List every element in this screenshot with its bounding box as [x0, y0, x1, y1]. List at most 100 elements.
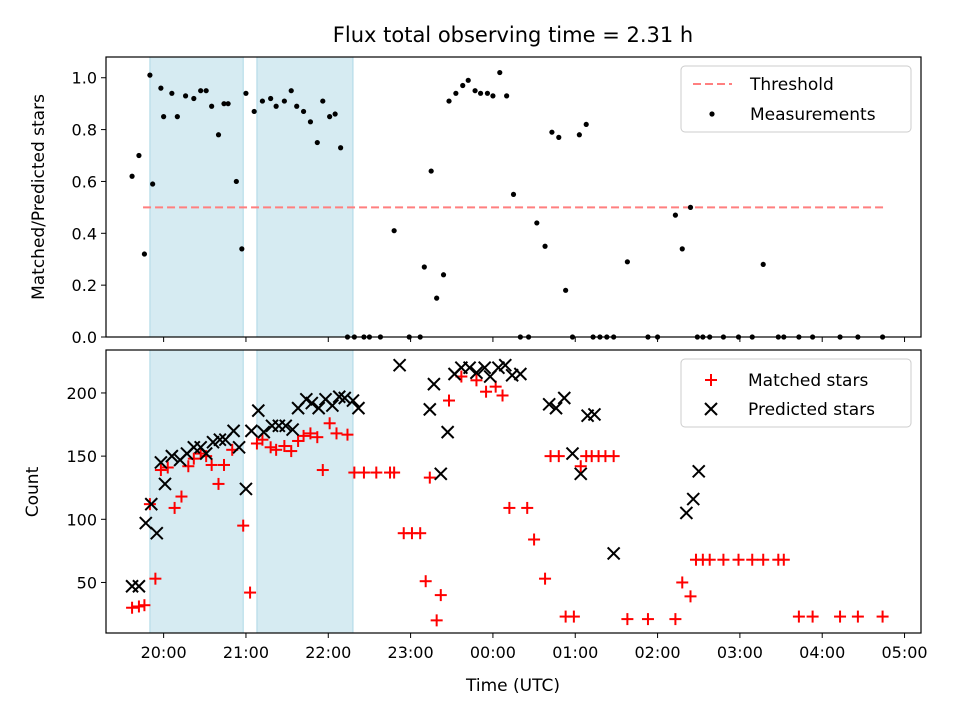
x-tick-label: 00:00: [470, 643, 516, 662]
predicted-star-point: [549, 401, 563, 415]
bottom-panel: 50 100 150 200 20:00 21:00 22:00 23:00 00:00 01:…: [23, 349, 928, 696]
predicted-star-point: [285, 422, 300, 437]
matched-star-point: [876, 610, 889, 623]
predicted-star-d2: [144, 497, 158, 511]
matched-star-point: [834, 610, 847, 623]
x-tick-label: 05:00: [881, 643, 927, 662]
measurement-point: [563, 287, 569, 293]
matched-star-point: [244, 586, 257, 599]
top-axes-frame: [105, 56, 922, 338]
predicted-star-d2: [587, 407, 602, 422]
matched-star-point: [132, 600, 145, 613]
matched-star-point: [297, 429, 310, 442]
predicted-star-point: [199, 446, 213, 461]
measurement-point: [294, 103, 300, 109]
measurement-point: [273, 103, 279, 109]
matched-star-point: [237, 519, 250, 532]
measurement-point: [504, 93, 510, 99]
predicted-star-point: [392, 358, 407, 372]
predicted-star-d2: [692, 464, 706, 478]
predicted-star-d2: [542, 397, 556, 412]
measurement-point: [150, 181, 156, 187]
y-tick-label: 1.0: [72, 69, 97, 88]
measurement-point: [169, 90, 175, 96]
measurement-point: [760, 261, 766, 268]
predicted-star-point: [144, 497, 158, 511]
y-tick-label: 50: [77, 573, 97, 592]
matched-star-point: [370, 466, 383, 479]
matched-star-point: [154, 464, 167, 477]
predicted-star-d2: [311, 401, 326, 415]
predicted-star-point: [477, 360, 492, 375]
measurement-point: [307, 119, 314, 125]
measurement-point: [251, 108, 257, 115]
measurement-point: [446, 98, 452, 104]
predicted-star-point: [434, 467, 448, 481]
measurement-point: [679, 246, 685, 252]
measurement-point: [542, 243, 548, 249]
top-panel: 0.0 0.2 0.4 0.6 0.8 1.0 Matched/Predicted sta…: [29, 56, 922, 347]
measurement-point: [583, 121, 589, 128]
predicted-star-d2: [574, 467, 588, 481]
y-tick-label: 200: [66, 384, 97, 403]
predicted-star-d2: [477, 360, 492, 375]
predicted-star-point: [351, 401, 366, 415]
predicted-star-point: [279, 419, 293, 433]
matched-star-point: [574, 460, 587, 473]
measurement-point: [549, 129, 555, 135]
measurement-point: [624, 259, 630, 265]
measurement-point: [332, 111, 338, 117]
y-tick-label: 0.8: [72, 121, 97, 140]
matched-star-point: [323, 417, 336, 430]
predicted-star-point: [469, 366, 484, 380]
predicted-star-point: [498, 358, 512, 372]
matched-star-point: [430, 614, 443, 627]
matched-star-point: [126, 601, 139, 614]
y-tick-label: 100: [66, 510, 97, 529]
predicted-star-d2: [557, 391, 571, 405]
measurement-point: [141, 251, 148, 257]
predicted-star-d2: [305, 396, 319, 410]
matched-star-point: [217, 458, 230, 471]
measurement-point: [460, 82, 466, 89]
predicted-star-point: [154, 455, 168, 470]
matched-star-point: [311, 431, 324, 444]
matched-star-point: [669, 613, 682, 626]
matched-star-point: [423, 471, 436, 484]
measurement-point: [243, 90, 249, 96]
matched-star-point: [316, 464, 329, 477]
bottom-y-ticks: 50 100 150 200: [66, 384, 106, 592]
measurement-point: [191, 95, 197, 102]
measurement-point: [465, 77, 471, 83]
matched-star-point: [304, 427, 317, 440]
predicted-star-point: [679, 506, 694, 520]
predicted-star-d2: [239, 482, 253, 496]
predicted-star-point: [150, 526, 164, 540]
matched-star-point: [182, 460, 195, 473]
predicted-star-d2: [469, 366, 484, 380]
matched-star-point: [851, 610, 864, 623]
x-tick-label: 20:00: [141, 643, 187, 662]
matched-star-point: [419, 575, 432, 588]
predicted-star-d2: [351, 401, 366, 415]
top-legend-box: [680, 65, 912, 133]
predicted-star-point: [692, 464, 706, 478]
matched-star-point: [138, 599, 151, 612]
chart-title: Flux total observing time = 2.31 h: [333, 23, 693, 47]
measurement-point: [221, 101, 227, 107]
measurement-point: [174, 114, 180, 120]
matched-star-point: [187, 452, 200, 465]
top-x-ticks: [163, 337, 906, 342]
predicted-star-point: [305, 396, 319, 410]
measurement-point: [327, 114, 333, 120]
measurement-point: [158, 85, 164, 91]
predicted-star-point: [462, 360, 477, 375]
measurement-point: [472, 88, 478, 94]
matched-star-point: [270, 443, 283, 456]
predicted-star-d2: [257, 425, 271, 439]
matched-star-point: [330, 427, 343, 440]
legend-measurements-swatch: [709, 111, 715, 117]
matched-star-point: [806, 610, 819, 623]
matched-star-point: [521, 501, 534, 514]
predicted-star-point: [213, 432, 227, 447]
